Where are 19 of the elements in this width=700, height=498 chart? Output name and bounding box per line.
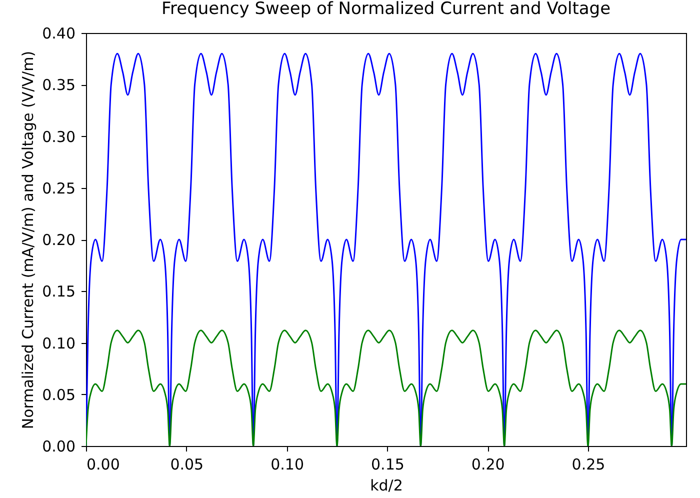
y-tick-label: 0.05 (42, 386, 76, 404)
y-axis-title: Normalized Current (mA/V/m) and Voltage (V/V/m) (19, 50, 38, 430)
x-tick-label: 0.15 (371, 456, 404, 474)
x-axis-title: kd/2 (370, 476, 403, 494)
x-tick-label: 0.25 (572, 456, 606, 474)
line-series (86, 330, 686, 446)
y-tick-label: 0.25 (42, 179, 76, 198)
y-tick-label: 0.15 (42, 282, 76, 301)
x-tick-label: 0.05 (170, 456, 204, 474)
chart-title: Frequency Sweep of Normalized Current and Voltage (161, 0, 611, 19)
x-tick-label: 0.20 (471, 456, 505, 474)
y-tick-label: 0.30 (42, 128, 76, 146)
y-tick-label: 0.20 (42, 231, 76, 249)
x-tick-label: 0.00 (86, 456, 120, 474)
y-tick-label: 0.00 (42, 438, 76, 456)
y-tick-label: 0.10 (42, 334, 76, 352)
y-tick-label: 0.40 (42, 24, 76, 42)
x-tick-label: 0.10 (270, 456, 304, 474)
y-tick-label: 0.35 (42, 76, 76, 94)
